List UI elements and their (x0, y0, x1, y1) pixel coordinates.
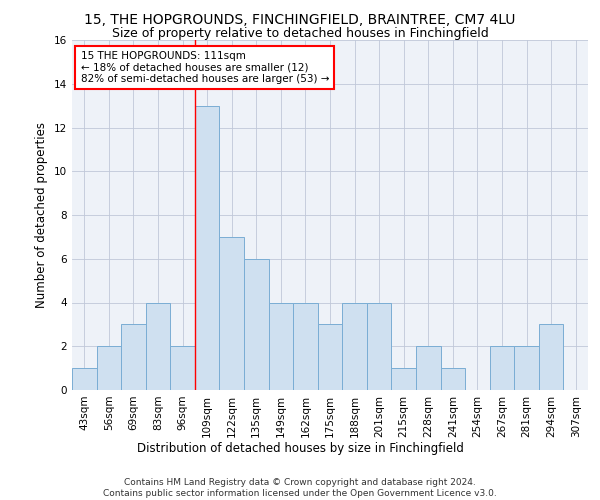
Bar (539, 324, 563, 390)
Bar (220, 237, 244, 390)
Bar (244, 259, 269, 390)
Bar (416, 346, 440, 390)
Bar (269, 302, 293, 390)
Bar (146, 302, 170, 390)
Bar (121, 324, 146, 390)
Bar (293, 302, 318, 390)
Bar (170, 346, 195, 390)
Y-axis label: Number of detached properties: Number of detached properties (35, 122, 49, 308)
Text: Contains HM Land Registry data © Crown copyright and database right 2024.
Contai: Contains HM Land Registry data © Crown c… (103, 478, 497, 498)
Text: Distribution of detached houses by size in Finchingfield: Distribution of detached houses by size … (137, 442, 463, 455)
Text: 15 THE HOPGROUNDS: 111sqm
← 18% of detached houses are smaller (12)
82% of semi-: 15 THE HOPGROUNDS: 111sqm ← 18% of detac… (80, 51, 329, 84)
Bar (318, 324, 342, 390)
Bar (342, 302, 367, 390)
Bar (72, 368, 97, 390)
Bar (514, 346, 539, 390)
Text: Size of property relative to detached houses in Finchingfield: Size of property relative to detached ho… (112, 28, 488, 40)
Bar (97, 346, 121, 390)
Bar (440, 368, 465, 390)
Text: 15, THE HOPGROUNDS, FINCHINGFIELD, BRAINTREE, CM7 4LU: 15, THE HOPGROUNDS, FINCHINGFIELD, BRAIN… (85, 12, 515, 26)
Bar (367, 302, 391, 390)
Bar (195, 106, 220, 390)
Bar (490, 346, 514, 390)
Bar (391, 368, 416, 390)
